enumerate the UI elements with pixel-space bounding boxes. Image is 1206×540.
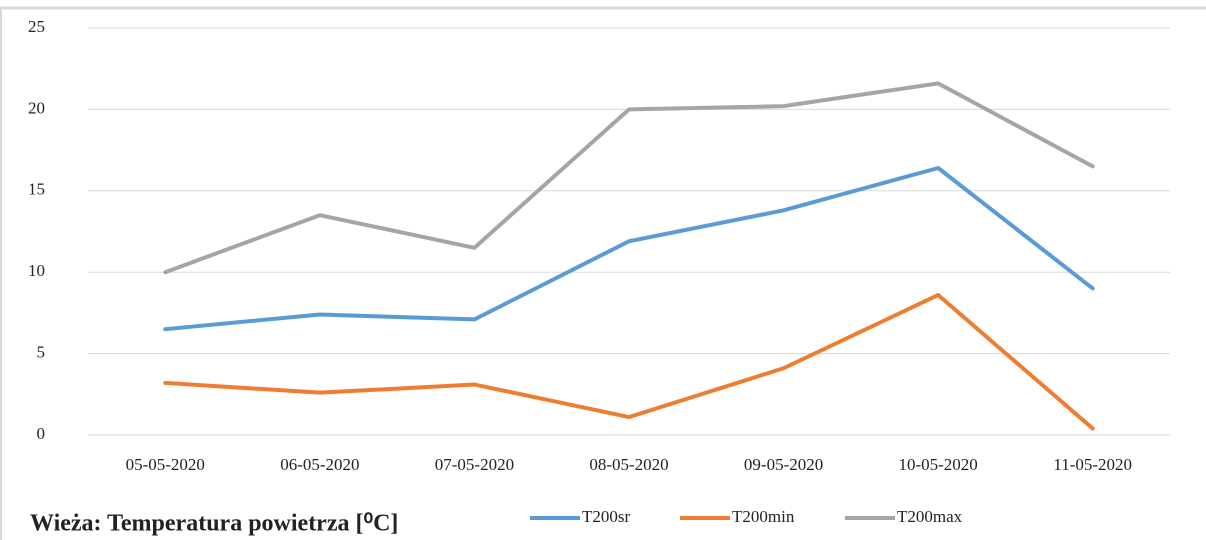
x-tick-label: 08-05-2020 xyxy=(589,455,668,474)
x-tick-label: 09-05-2020 xyxy=(744,455,823,474)
x-tick-label: 11-05-2020 xyxy=(1053,455,1132,474)
chart-title: Wieża: Temperatura powietrza [⁰C] xyxy=(30,511,398,537)
legend-label: T200max xyxy=(897,507,963,526)
y-tick-label: 10 xyxy=(28,261,45,280)
x-tick-label: 06-05-2020 xyxy=(280,455,359,474)
data-line xyxy=(163,81,1095,275)
x-tick-label: 07-05-2020 xyxy=(435,455,514,474)
legend-label: T200min xyxy=(732,507,795,526)
data-line xyxy=(163,166,1095,332)
y-tick-label: 25 xyxy=(28,17,45,36)
x-tick-label: 05-05-2020 xyxy=(126,455,205,474)
y-tick-label: 5 xyxy=(37,343,46,362)
legend-label: T200sr xyxy=(582,507,631,526)
y-tick-label: 15 xyxy=(28,180,45,199)
y-tick-label: 20 xyxy=(28,98,45,117)
x-tick-label: 10-05-2020 xyxy=(898,455,977,474)
y-tick-label: 0 xyxy=(37,424,46,443)
data-line xyxy=(163,292,1095,431)
